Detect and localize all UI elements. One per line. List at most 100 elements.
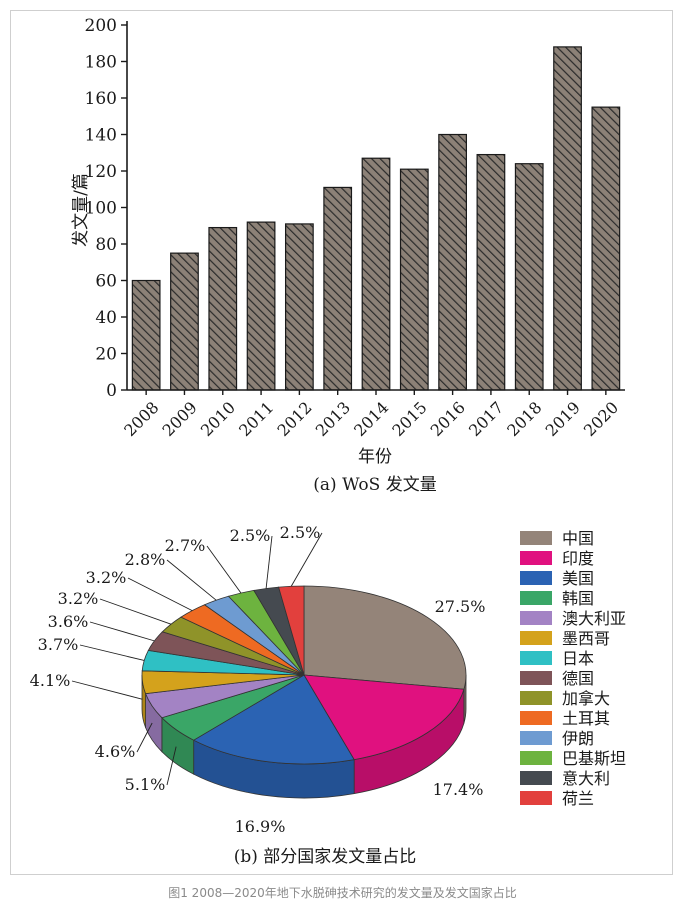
bar-2012 [284,223,314,391]
pie-label-荷兰: 2.5% [280,523,321,542]
bar-2015 [399,168,429,391]
pie-label-韩国: 5.1% [125,775,166,794]
bar-2019 [553,46,582,391]
x-tick-label: 2009 [159,398,201,440]
legend-swatch-美国 [520,571,552,585]
legend-label-意大利: 意大利 [562,769,610,788]
pie-leader-line [206,545,242,594]
legend-swatch-意大利 [520,771,552,785]
pie-chart-caption: (b) 部分国家发文量占比 [234,847,417,867]
legend-label-日本: 日本 [562,649,594,668]
legend-label-加拿大: 加拿大 [562,689,610,708]
legend-label-韩国: 韩国 [562,589,594,608]
legend-label-伊朗: 伊朗 [562,729,594,748]
bar-2017 [476,153,506,391]
pie-label-德国: 3.6% [48,612,89,631]
legend-swatch-巴基斯坦 [520,751,552,765]
x-tick-label: 2017 [465,398,507,440]
legend-label-墨西哥: 墨西哥 [562,629,610,648]
x-tick-label: 2019 [542,398,584,440]
y-tick-label: 100 [85,199,117,219]
bar-2020 [591,106,621,391]
pie-labels: 27.5% 17.4% 16.9% 5.1% 4.6% 4.1% 3.7% 3.6% 3.2% 3… [30,523,486,836]
x-tick-label: 2013 [312,398,354,440]
pie-leader-line [290,532,323,587]
pie-leader-line [79,644,145,661]
legend-label-印度: 印度 [562,549,594,568]
y-tick-label: 0 [106,381,117,401]
figure-svg: 2008200920102011201220132014201520162017… [30,16,626,867]
x-axis-title: 年份 [358,447,392,467]
y-tick-label: 160 [85,89,117,109]
pie-leader-line [89,621,155,642]
legend-swatch-荷兰 [520,791,552,805]
y-tick-label: 80 [95,235,117,255]
pie-label-意大利: 2.5% [230,526,271,545]
pie-label-巴基斯坦: 2.7% [165,536,206,555]
legend-swatch-印度 [520,551,552,565]
bar-2016 [438,133,468,391]
x-tick-label: 2008 [120,398,162,440]
bar-2013 [323,186,353,391]
bar-2011 [246,221,276,391]
y-tick-label: 60 [95,272,117,292]
pie-label-加拿大: 3.2% [58,589,99,608]
pie-label-日本: 3.7% [38,635,79,654]
pie-slice-中国 [303,585,467,690]
legend-swatch-韩国 [520,591,552,605]
pie-label-伊朗: 2.8% [125,550,166,569]
x-tick-label: 2012 [273,398,315,440]
pie-leader-line [265,535,273,589]
pie-label-美国: 16.9% [235,817,286,836]
bars-layer [131,46,621,391]
bar-2014 [361,157,391,391]
pie-slice-美国 [192,674,355,765]
y-tick-label: 140 [85,126,117,146]
legend-swatch-加拿大 [520,691,552,705]
x-tick-label: 2018 [503,398,545,440]
y-tick-label: 20 [95,345,117,365]
x-tick-label: 2014 [350,398,392,440]
legend-swatch-德国 [520,671,552,685]
bar-axes: 2008200920102011201220132014201520162017… [85,16,625,440]
y-tick-label: 200 [85,16,117,36]
pie-chart: 27.5% 17.4% 16.9% 5.1% 4.6% 4.1% 3.7% 3.6% 3.2% 3… [30,523,626,867]
legend-label-巴基斯坦: 巴基斯坦 [562,749,626,768]
x-tick-label: 2011 [235,398,277,440]
y-tick-label: 120 [85,162,117,182]
x-tick-label: 2016 [427,398,469,440]
legend-swatch-日本 [520,651,552,665]
pie-leader-line [136,722,153,753]
x-tick-label: 2020 [580,398,622,440]
pie-leader-line [99,598,172,625]
pie-slice-荷兰 [278,585,305,676]
bar-chart: 2008200920102011201220132014201520162017… [71,16,625,495]
legend-swatch-墨西哥 [520,631,552,645]
legend-swatch-澳大利亚 [520,611,552,625]
legend-label-荷兰: 荷兰 [562,789,594,808]
legend-swatch-伊朗 [520,731,552,745]
legend-swatch-中国 [520,531,552,545]
pie-label-土耳其: 3.2% [86,568,127,587]
bar-2008 [131,279,161,391]
pie-leader-line [166,746,177,786]
legend-label-美国: 美国 [562,569,594,588]
pie-label-澳大利亚: 4.6% [95,742,136,761]
legend-label-土耳其: 土耳其 [562,709,610,728]
pie-slice-印度 [303,674,465,761]
bar-2018 [514,163,544,391]
pie-leader-line [127,577,193,612]
legend-swatch-土耳其 [520,711,552,725]
y-tick-label: 40 [95,308,117,328]
figure-caption: 图1 2008—2020年地下水脱砷技术研究的发文量及发文国家占比 [168,886,517,900]
figure-frame [10,10,673,875]
x-tick-label: 2015 [388,398,430,440]
bar-2010 [208,226,238,391]
legend-label-德国: 德国 [562,669,594,688]
pie-slices [141,585,467,765]
bar-2009 [170,252,199,391]
pie-label-印度: 17.4% [433,780,484,799]
pie-label-中国: 27.5% [435,597,486,616]
y-tick-label: 180 [85,53,117,73]
